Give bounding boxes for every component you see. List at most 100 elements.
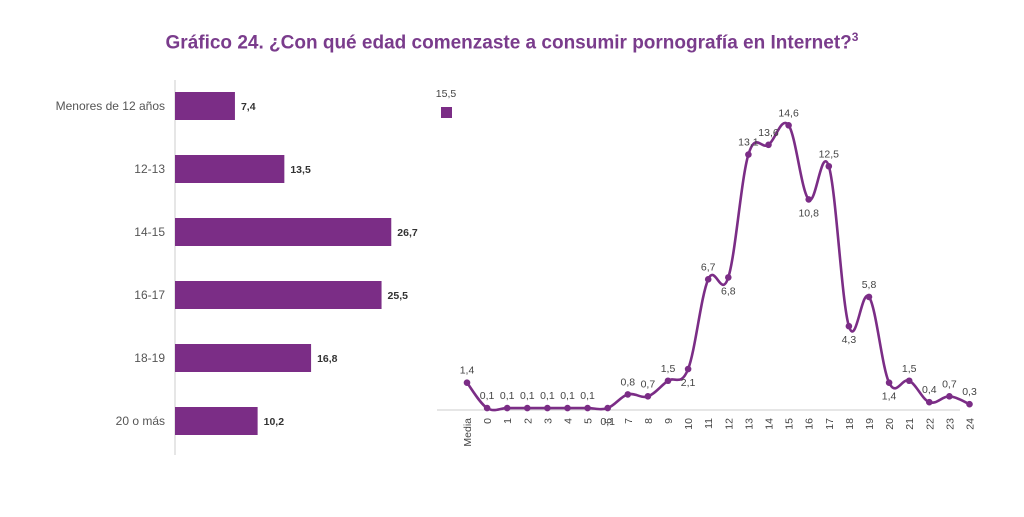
x-tick-label: 20 [884, 418, 896, 430]
point-value-label: 13,6 [758, 127, 779, 139]
x-tick-label: 9 [663, 418, 675, 424]
point-value-label: 0,1 [540, 390, 555, 402]
x-tick-label: 21 [904, 418, 916, 430]
x-tick-label: Media [462, 418, 474, 447]
point-value-label: 6,8 [721, 285, 736, 297]
data-point [725, 274, 732, 281]
data-point [885, 379, 893, 387]
x-tick-label: 7 [623, 418, 635, 424]
point-value-label: 0,1 [480, 390, 495, 402]
bar-category-label: Menores de 12 años [56, 99, 165, 113]
data-point [644, 393, 652, 400]
data-point [483, 404, 491, 412]
bar-category-label: 14-15 [134, 225, 165, 239]
x-tick-label: 16 [804, 418, 816, 430]
x-tick-label: 17 [824, 418, 836, 430]
point-value-label: 2,1 [681, 377, 696, 389]
x-tick-label: 11 [703, 418, 715, 429]
point-value-label: 0,7 [641, 378, 656, 390]
x-tick-label: 2 [522, 418, 534, 424]
x-tick-label: 18 [844, 418, 856, 430]
point-value-label: 0,4 [922, 384, 937, 396]
x-tick-label: 8 [643, 418, 655, 424]
bar-category-label: 12-13 [134, 162, 165, 176]
data-point [745, 151, 752, 158]
bar-value-label: 26,7 [397, 227, 418, 239]
data-point [825, 162, 833, 170]
data-point [966, 400, 973, 408]
point-value-label: 0,1 [600, 416, 615, 428]
data-point [544, 404, 551, 412]
point-value-label: 1,4 [882, 391, 897, 403]
x-tick-label: 13 [743, 418, 755, 430]
chart-question: ¿Con qué edad comenzaste a consumir porn… [269, 32, 852, 54]
bar [175, 407, 258, 435]
point-value-label: 10,8 [798, 207, 819, 219]
data-point [463, 379, 471, 387]
x-tick-label: 22 [924, 418, 936, 430]
point-value-label: 0,3 [962, 386, 977, 398]
data-point [926, 398, 933, 406]
x-tick-label: 5 [583, 418, 595, 424]
point-value-label: 0,1 [520, 390, 535, 402]
x-tick-label: 1 [502, 418, 514, 424]
data-point [704, 276, 712, 283]
x-tick-label: 0 [482, 418, 494, 424]
point-value-label: 1,5 [661, 363, 676, 375]
data-point [785, 122, 792, 129]
data-point [865, 293, 873, 301]
bar-value-label: 16,8 [317, 353, 338, 365]
bar [175, 92, 235, 120]
point-value-label: 0,8 [620, 376, 635, 388]
bar [175, 155, 285, 183]
x-tick-label: 19 [864, 418, 876, 430]
point-value-label: 6,7 [701, 261, 716, 273]
data-point [905, 377, 913, 385]
bar-category-label: 18-19 [134, 351, 165, 365]
point-value-label: 0,1 [560, 390, 575, 402]
point-value-label: 12,5 [819, 148, 840, 160]
point-value-label: 14,6 [778, 107, 799, 119]
chart-number: Gráfico 24. [165, 32, 264, 54]
data-point [624, 391, 632, 398]
data-point [805, 196, 812, 203]
point-value-label: 4,3 [842, 334, 857, 346]
point-value-label: 0,1 [580, 390, 595, 402]
x-tick-label: 6 [603, 418, 615, 424]
chart-title: Gráfico 24. ¿Con qué edad comenzaste a c… [0, 30, 1024, 54]
data-point [664, 377, 672, 385]
data-point [503, 404, 511, 412]
data-point [845, 322, 853, 330]
point-value-label: 0,1 [500, 390, 515, 402]
x-tick-label: 3 [542, 418, 554, 424]
x-tick-label: 23 [944, 418, 956, 430]
data-point [684, 365, 692, 373]
point-value-label: 0,7 [942, 378, 957, 390]
bar-category-label: 20 o más [116, 414, 165, 428]
point-value-label: 13,1 [738, 137, 759, 149]
point-value-label: 5,8 [862, 279, 877, 291]
bar [175, 218, 392, 246]
data-point [604, 404, 611, 412]
bar-value-label: 10,2 [264, 416, 285, 428]
footnote-ref: 3 [851, 30, 859, 44]
bar-value-label: 13,5 [290, 164, 311, 176]
data-point [765, 141, 772, 149]
x-tick-label: 24 [965, 418, 977, 430]
legend-marker [441, 107, 452, 118]
series-line [465, 121, 971, 412]
data-point [946, 393, 953, 400]
bar-value-label: 7,4 [241, 101, 256, 113]
bar [175, 281, 382, 309]
bar-category-label: 16-17 [134, 288, 165, 302]
x-tick-label: 15 [784, 418, 796, 430]
x-tick-label: 10 [683, 418, 695, 430]
x-tick-label: 12 [723, 418, 735, 430]
x-tick-label: 14 [764, 418, 776, 430]
bar [175, 344, 312, 372]
point-value-label: 1,4 [460, 365, 475, 377]
legend-value-label: 15,5 [436, 88, 457, 100]
data-point [584, 404, 591, 412]
